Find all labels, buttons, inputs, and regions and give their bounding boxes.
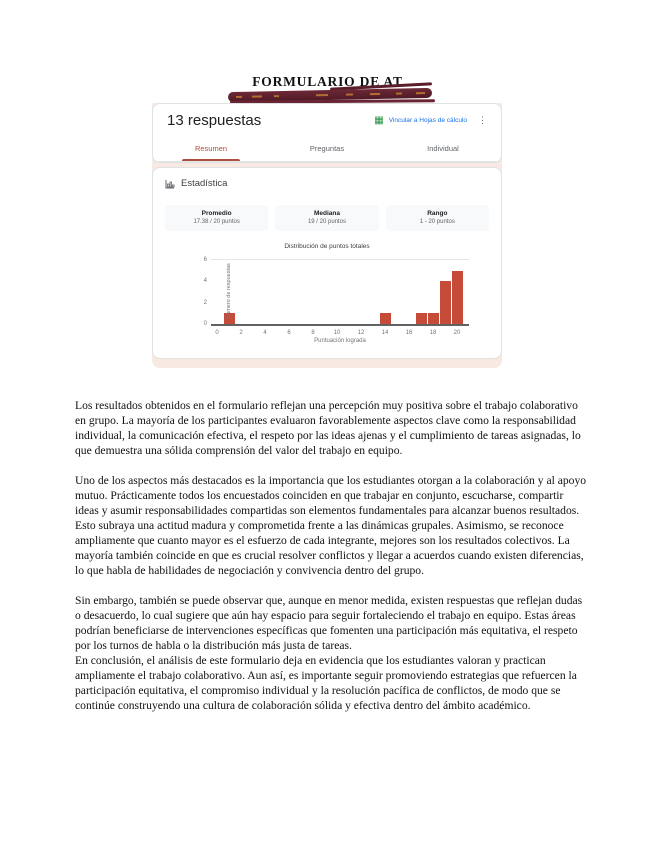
results-tabs: Resumen Preguntas Individual [153, 137, 501, 162]
statistics-heading-label: Estadística [181, 178, 228, 189]
stat-box-mediana: Mediana 19 / 20 puntos [275, 205, 379, 231]
paragraph-1: Los resultados obtenidos en el formulari… [75, 399, 581, 457]
histogram-bar [223, 313, 235, 324]
sheets-icon: ▦ [374, 114, 384, 126]
paragraph-4: En conclusión, el análisis de este formu… [75, 654, 577, 712]
stat-label: Mediana [313, 210, 340, 217]
histogram-bar [379, 313, 391, 324]
stat-box-promedio: Promedio 17.38 / 20 puntos [165, 205, 269, 231]
x-axis-label: Puntuación lograda [314, 338, 366, 344]
x-axis-tick-label: 20 [453, 330, 461, 336]
histogram-bar [439, 281, 451, 324]
form-results-screenshot: 13 respuestas ▦ Vincular a Hojas de cálc… [152, 103, 502, 368]
x-axis-tick-label: 14 [381, 330, 389, 336]
link-to-sheets[interactable]: Vincular a Hojas de cálculo [388, 117, 467, 124]
x-axis-tick-label: 2 [239, 330, 243, 336]
y-axis-label: Número de respuestas [226, 263, 232, 319]
x-axis-tick-label: 4 [263, 330, 267, 336]
tab-individual[interactable]: Individual [427, 144, 459, 153]
more-menu-icon[interactable]: ⋮ [478, 115, 487, 125]
active-tab-underline [182, 159, 240, 161]
y-axis-tick-label: 2 [203, 299, 207, 306]
responses-count: 13 respuestas [167, 112, 262, 129]
x-axis-tick-label: 12 [357, 330, 365, 336]
statistics-card: Estadística Promedio 17.38 / 20 puntos M… [152, 167, 502, 359]
stat-label: Rango [427, 210, 448, 217]
x-axis-tick-label: 0 [215, 330, 219, 336]
gridline [211, 259, 469, 260]
bar-chart-icon [165, 179, 175, 188]
stat-box-rango: Rango 1 - 20 puntos [385, 205, 489, 231]
paragraph-2: Uno de los aspectos más destacados es la… [75, 474, 587, 577]
statistics-heading: Estadística [165, 178, 489, 189]
histogram-bar [415, 313, 427, 324]
stat-value: 19 / 20 puntos [307, 219, 346, 225]
stat-label: Promedio [201, 210, 232, 217]
paragraph-3: Sin embargo, también se puede observar q… [75, 594, 583, 652]
y-axis-tick-label: 4 [203, 278, 207, 285]
x-axis-tick-label: 18 [429, 330, 437, 336]
y-axis-tick-label: 6 [203, 257, 207, 263]
histogram-bar [427, 313, 439, 324]
report-body-text: Los resultados obtenidos en el formulari… [75, 398, 587, 713]
histogram-plot-area: 0 2 4 6 8 10 12 14 16 18 20 0 2 4 6 Número de respuesta… [204, 257, 469, 336]
x-axis-tick-label: 8 [311, 330, 315, 336]
histogram-chart: 0 2 4 6 8 10 12 14 16 18 20 0 2 4 6 Número de respuesta… [165, 257, 489, 346]
x-axis-tick-label: 16 [405, 330, 413, 336]
chart-title: Distribución de puntos totales [284, 243, 370, 250]
tab-resumen-label: Resumen [194, 144, 228, 153]
stat-value: 17.38 / 20 puntos [193, 219, 240, 225]
histogram-bar [451, 270, 463, 324]
stat-boxes: Promedio 17.38 / 20 puntos Mediana 19 / … [165, 205, 489, 231]
page-title: FORMULARIO DE AT [252, 74, 403, 89]
responses-header-card: 13 respuestas ▦ Vincular a Hojas de cálc… [152, 103, 502, 163]
stat-value: 1 - 20 puntos [419, 219, 455, 225]
x-axis-tick-label: 10 [333, 330, 341, 336]
tab-resumen[interactable]: Resumen [153, 137, 269, 161]
x-axis-tick-label: 6 [287, 330, 291, 336]
y-axis-tick-label: 0 [203, 321, 207, 327]
tab-preguntas[interactable]: Preguntas [309, 144, 345, 153]
